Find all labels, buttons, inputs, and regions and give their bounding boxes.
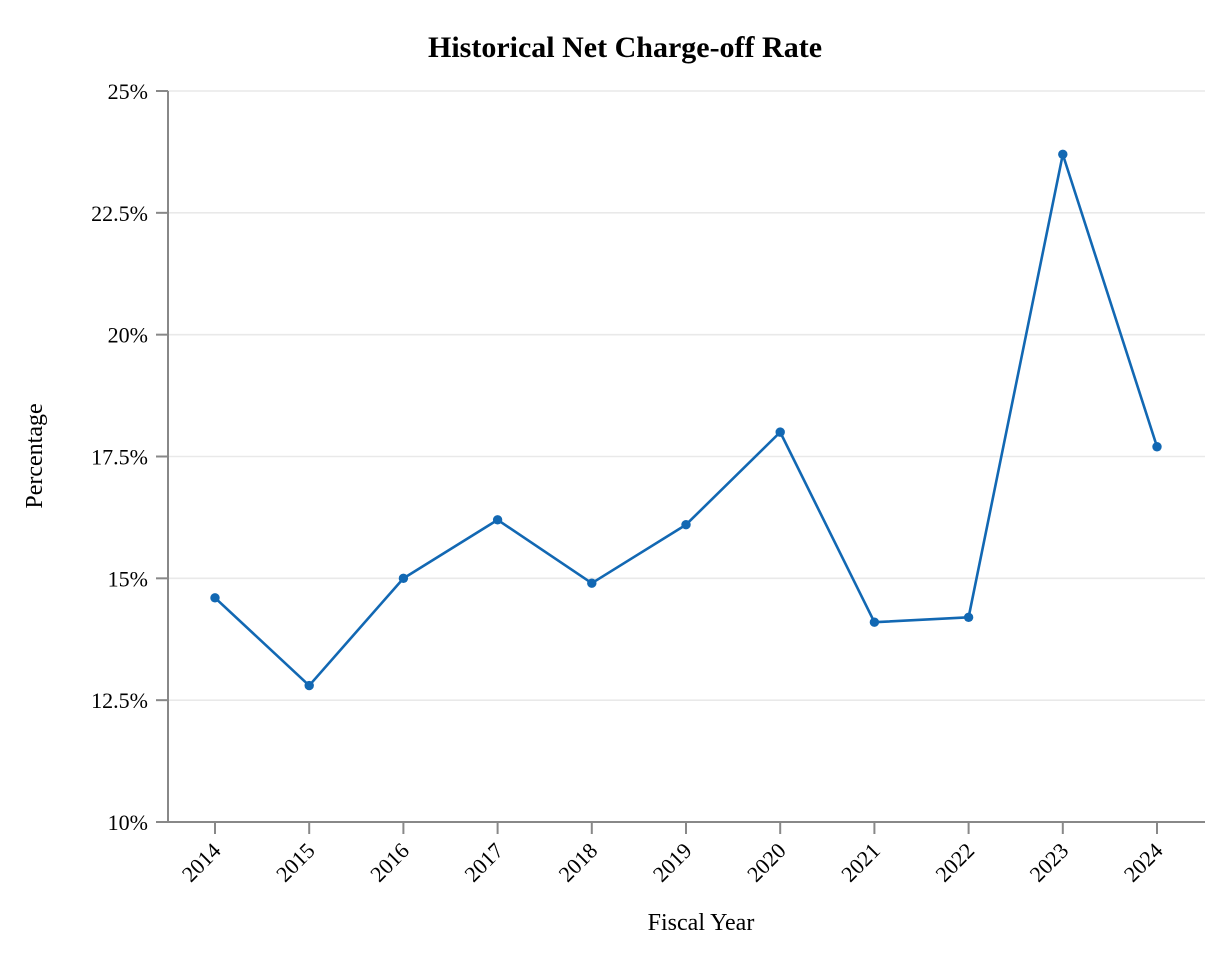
data-point [681, 520, 691, 530]
data-point [963, 612, 974, 623]
data-point [587, 578, 597, 588]
x-tick-label: 2014 [177, 838, 226, 887]
data-point [1058, 149, 1068, 160]
y-tick-label: 20% [108, 323, 148, 348]
data-point [869, 617, 880, 627]
x-tick-label: 2020 [742, 838, 791, 887]
y-tick-label: 17.5% [91, 445, 148, 470]
data-line [213, 153, 1159, 687]
y-tick-label: 22.5% [91, 201, 148, 226]
x-tick-label: 2016 [365, 838, 414, 887]
y-axis-title: Percentage [22, 403, 48, 508]
x-tick-label: 2015 [271, 838, 320, 887]
x-axis-title: Fiscal Year [648, 910, 755, 936]
x-tick-label: 2024 [1119, 838, 1168, 887]
data-point [398, 573, 409, 584]
x-tick-label: 2022 [930, 838, 979, 887]
gridlines [168, 90, 1205, 701]
x-tick-label: 2021 [836, 838, 885, 887]
data-series [210, 149, 1162, 691]
data-point [210, 593, 220, 603]
x-tick-label: 2019 [648, 838, 697, 887]
y-axis-ticks: 10% 12.5% 15% 17.5% 20% 22.5% 25% [91, 79, 168, 835]
y-tick-label: 15% [108, 566, 148, 591]
y-tick-label: 10% [108, 810, 148, 835]
data-point [304, 680, 314, 691]
x-tick-label: 2018 [554, 838, 603, 887]
x-axis-ticks: 2014 2015 2016 2017 2018 2019 2020 2021 2022 2023… [177, 822, 1168, 887]
x-tick-label: 2017 [459, 838, 508, 887]
x-tick-label: 2023 [1025, 838, 1074, 887]
y-tick-label: 12.5% [91, 688, 148, 713]
data-point [492, 515, 503, 525]
y-tick-label: 25% [108, 79, 148, 104]
data-point [1152, 442, 1162, 452]
chart-title: Historical Net Charge-off Rate [428, 31, 822, 64]
data-point [775, 427, 785, 437]
